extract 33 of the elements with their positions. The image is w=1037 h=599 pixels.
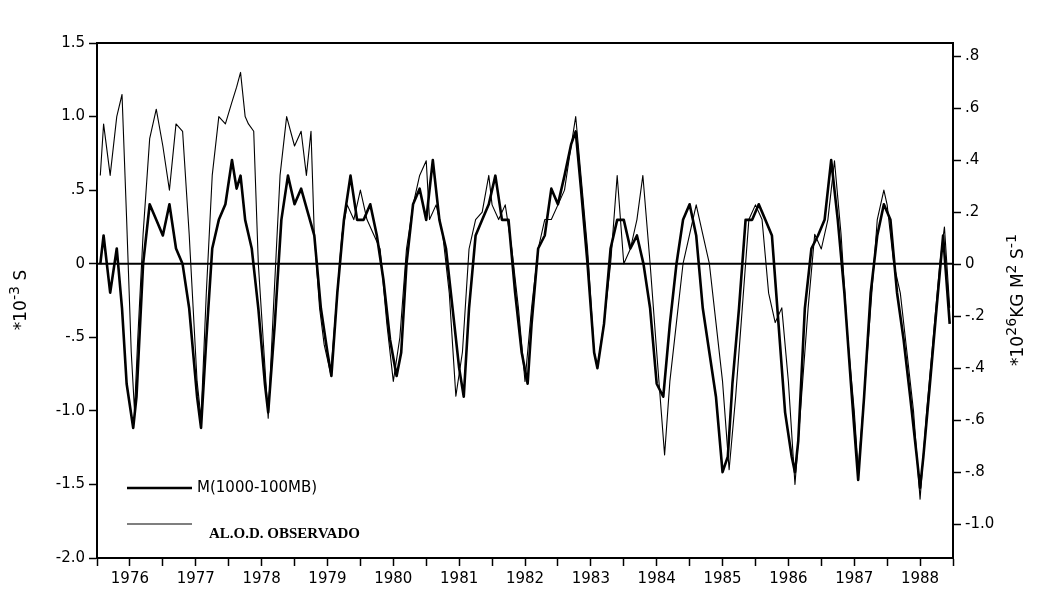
legend-label: AL.O.D. OBSERVADO [209, 524, 360, 541]
y-tick-label: 0 [75, 253, 85, 272]
y-tick-label: 1.0 [61, 106, 85, 125]
y2-tick-label: .4 [965, 149, 980, 168]
y-tick-label: 1.5 [61, 32, 85, 51]
x-tick-label: 1978 [242, 568, 281, 587]
y2-tick-label: .6 [965, 97, 980, 116]
x-tick-label: 1984 [637, 568, 676, 587]
y-tick-label: -2.0 [55, 547, 85, 566]
y2-tick-label: -.8 [965, 462, 985, 481]
y2-tick-label: -.6 [965, 410, 985, 429]
y2-tick-label: .8 [965, 45, 980, 64]
x-tick-label: 1987 [835, 568, 874, 587]
y2-tick-label: .2 [965, 201, 980, 220]
y2-tick-label: 0 [965, 253, 975, 272]
x-tick-label: 1982 [505, 568, 545, 587]
x-tick-label: 1980 [374, 568, 413, 587]
y2-tick-label: -.4 [965, 358, 985, 377]
x-tick-label: 1979 [308, 568, 347, 587]
x-tick-label: 1977 [176, 568, 215, 587]
x-tick-label: 1986 [769, 568, 808, 587]
y2-tick-label: -.2 [965, 306, 985, 324]
y-tick-label: -.5 [65, 327, 85, 346]
x-tick-label: 1981 [440, 568, 479, 587]
y-tick-label: -1.5 [55, 474, 85, 493]
y-tick-label: .5 [70, 180, 85, 199]
x-tick-label: 1983 [571, 568, 610, 587]
y2-tick-label: -1.0 [965, 514, 995, 533]
x-tick-label: 1985 [703, 568, 742, 587]
x-tick-label: 1988 [900, 568, 940, 587]
x-tick-label: 1976 [110, 568, 150, 587]
legend-label: M(1000-100MB) [197, 477, 318, 496]
y-tick-label: -1.0 [55, 400, 85, 419]
